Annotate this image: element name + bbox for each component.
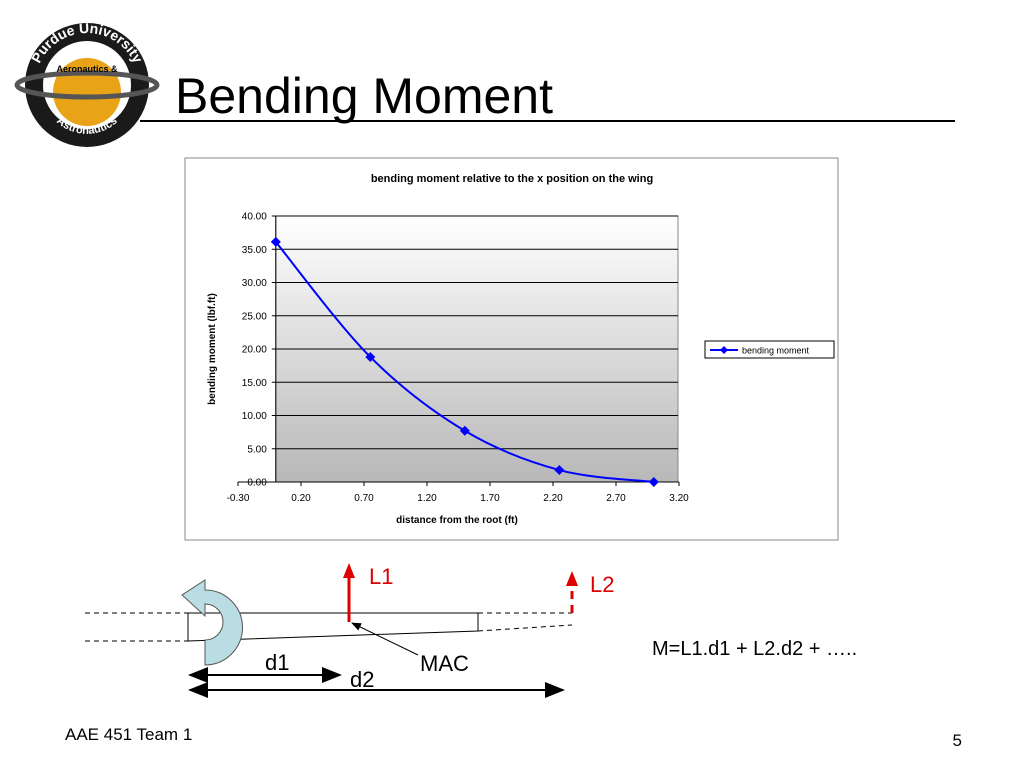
y-tick-label: 15.00 [242,378,267,389]
logo-text: Aeronautics & [56,64,118,74]
line [275,241,654,483]
legend-label: bending moment [742,346,810,356]
y-axis-title: bending moment (lbf.ft) [207,293,218,405]
label: L2 [590,572,614,597]
chart-title: bending moment relative to the x positio… [371,173,653,185]
y-tick-label: 40.00 [242,212,267,223]
y-tick-label: 20.00 [242,345,267,356]
wing [187,612,479,642]
label: L1 [369,564,393,589]
y-tick-label: 30.00 [242,278,267,289]
x-tick-label: 3.20 [669,493,689,504]
formula: M=L1.d1 + L2.d2 + ….. [652,638,857,660]
marker [365,351,376,362]
y-tick-label: 10.00 [242,411,267,422]
pointer [351,622,419,656]
y-tick-label: 0.00 [247,478,267,489]
x-axis-title: distance from the root (ft) [396,515,518,526]
legend-box [704,340,835,359]
footer: AAE 451 Team 1 [65,725,192,744]
chart: bending moment relative to the x positio… [207,173,835,526]
legend-marker [720,346,728,354]
marker [554,465,565,476]
marker [459,425,470,436]
label: MAC [420,651,469,676]
label: d2 [350,667,374,692]
x-tick-label: 2.20 [543,493,563,504]
x-tick-label: 0.70 [354,493,374,504]
marker [270,236,281,247]
y-tick-label: 35.00 [242,245,267,256]
x-tick-label: -0.30 [227,493,250,504]
lift-arrowhead [566,571,578,586]
x-tick-label: 2.70 [606,493,626,504]
y-tick-label: 25.00 [242,311,267,322]
x-tick-label: 0.20 [291,493,311,504]
dashed-line [477,624,573,632]
x-tick-label: 1.70 [480,493,500,504]
slide-title: Bending Moment [175,68,553,124]
logo: Purdue University Aeronautics & Astronau… [14,20,160,147]
diagram [85,563,578,698]
page-number: 5 [953,731,962,750]
moment-arrow [181,579,243,666]
x-tick-label: 1.20 [417,493,437,504]
label: d1 [265,650,289,675]
lift-arrowhead [343,563,355,578]
marker [648,477,659,487]
y-tick-label: 5.00 [247,444,267,455]
